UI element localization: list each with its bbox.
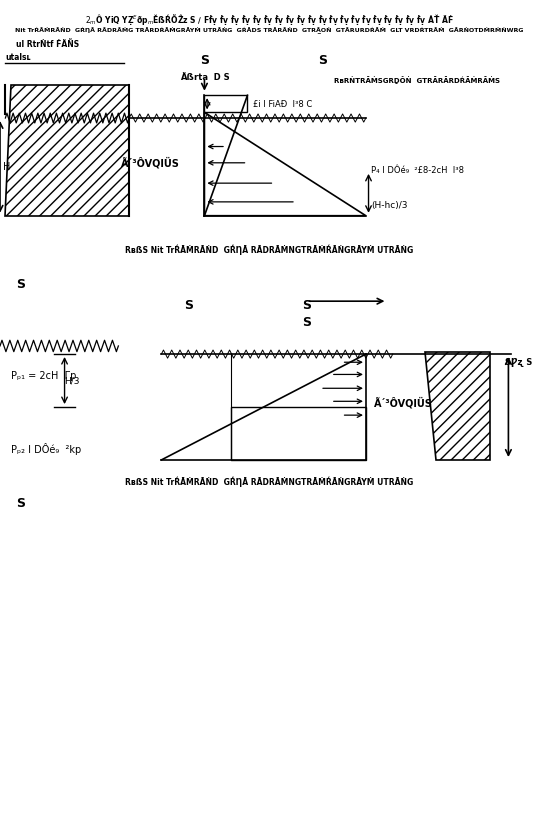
- Text: RʙẞS Nit TrŔĀṀRĀṄD  GŔ̀ȠĀ RĀDRĀṀNGTRĀṀŔĀṄGRĀYṀ UTRĀṄG: RʙẞS Nit TrŔĀṀRĀṄD GŔ̀ȠĀ RĀDRĀṀNGTRĀṀŔĀṄ…: [125, 244, 413, 255]
- Text: utalsʟ: utalsʟ: [5, 53, 31, 62]
- Text: S: S: [184, 299, 193, 312]
- Text: Pₚ₁ = 2cH  Γp: Pₚ₁ = 2cH Γp: [11, 371, 76, 381]
- Text: SǷʐ S: SǷʐ S: [505, 357, 533, 367]
- Text: ul RtrṄtf ḞÄÑS: ul RtrṄtf ḞÄÑS: [16, 40, 79, 49]
- Text: Äẞrta  D S: Äẞrta D S: [180, 73, 229, 82]
- Text: Ã´³ÔVQIÜS: Ã´³ÔVQIÜS: [374, 397, 433, 409]
- Text: S: S: [302, 316, 311, 329]
- Polygon shape: [425, 352, 490, 460]
- Text: S: S: [200, 54, 209, 67]
- Text: S: S: [302, 299, 311, 312]
- Text: RʙRṄTRĀṀSGRḎŎṄ  GTRĀRĀRDŔĀṀRĀṀS: RʙRṄTRĀṀSGRḎŎṄ GTRĀRĀRDŔĀṀRĀṀS: [334, 76, 500, 84]
- Text: H: H: [3, 162, 10, 172]
- Text: P₄ I DÔé₉  ²£8-2cH  I³8: P₄ I DÔé₉ ²£8-2cH I³8: [371, 166, 464, 176]
- Text: £i I FiAÐ  I³8 C: £i I FiAÐ I³8 C: [253, 99, 312, 109]
- Text: Nit TrŔĀṀRĀṄD  GŔ̀ȠĀ RĀDRĀṀG TRĀRDŔĀṀGRĀYṀ UTRĀṄG  GŔĀDS TRĀRĀṄD  GTRĀ̲OṄ  GTĀRU: Nit TrŔĀṀRĀṄD GŔ̀ȠĀ RĀDRĀṀG TRĀRDŔĀṀGRĀY…: [15, 26, 523, 33]
- Text: $2_m$Ô YiQ YẒ${}^E$ðp$_m$ĚẞŔṎẐz S ∕ Fḟṿ ḟṿ ḟṿ ḟṿ ḟṿ ḟṿ ḟṿ ḟṿ ḟṿ ḟṿ ḟṿ ḟṿ ḟṿ ḟṿ ḟ: $2_m$Ô YiQ YẒ${}^E$ðp$_m$ĚẞŔṎẐz S ∕ Fḟṿ …: [84, 12, 454, 27]
- Text: S: S: [16, 278, 25, 291]
- Text: (H-hc)/3: (H-hc)/3: [371, 200, 408, 210]
- Polygon shape: [5, 85, 129, 216]
- Text: S: S: [16, 497, 25, 510]
- Text: Pₚ₂ I DÔé₉  ²kp: Pₚ₂ I DÔé₉ ²kp: [11, 444, 81, 455]
- Bar: [231, 407, 366, 460]
- Text: H/3: H/3: [65, 376, 80, 385]
- Text: S: S: [318, 54, 327, 67]
- Text: Ã´³ÔVQIÜS: Ã´³ÔVQIÜS: [121, 157, 180, 168]
- Bar: [204, 95, 247, 112]
- Text: RʙẞS Nit TrŔĀṀRĀṄD  GŔ̀ȠĀ RĀDRĀṀNGTRĀṀŔĀṄGRĀYṀ UTRĀṄG: RʙẞS Nit TrŔĀṀRĀṄD GŔ̀ȠĀ RĀDRĀṀNGTRĀṀŔĀṄ…: [125, 476, 413, 487]
